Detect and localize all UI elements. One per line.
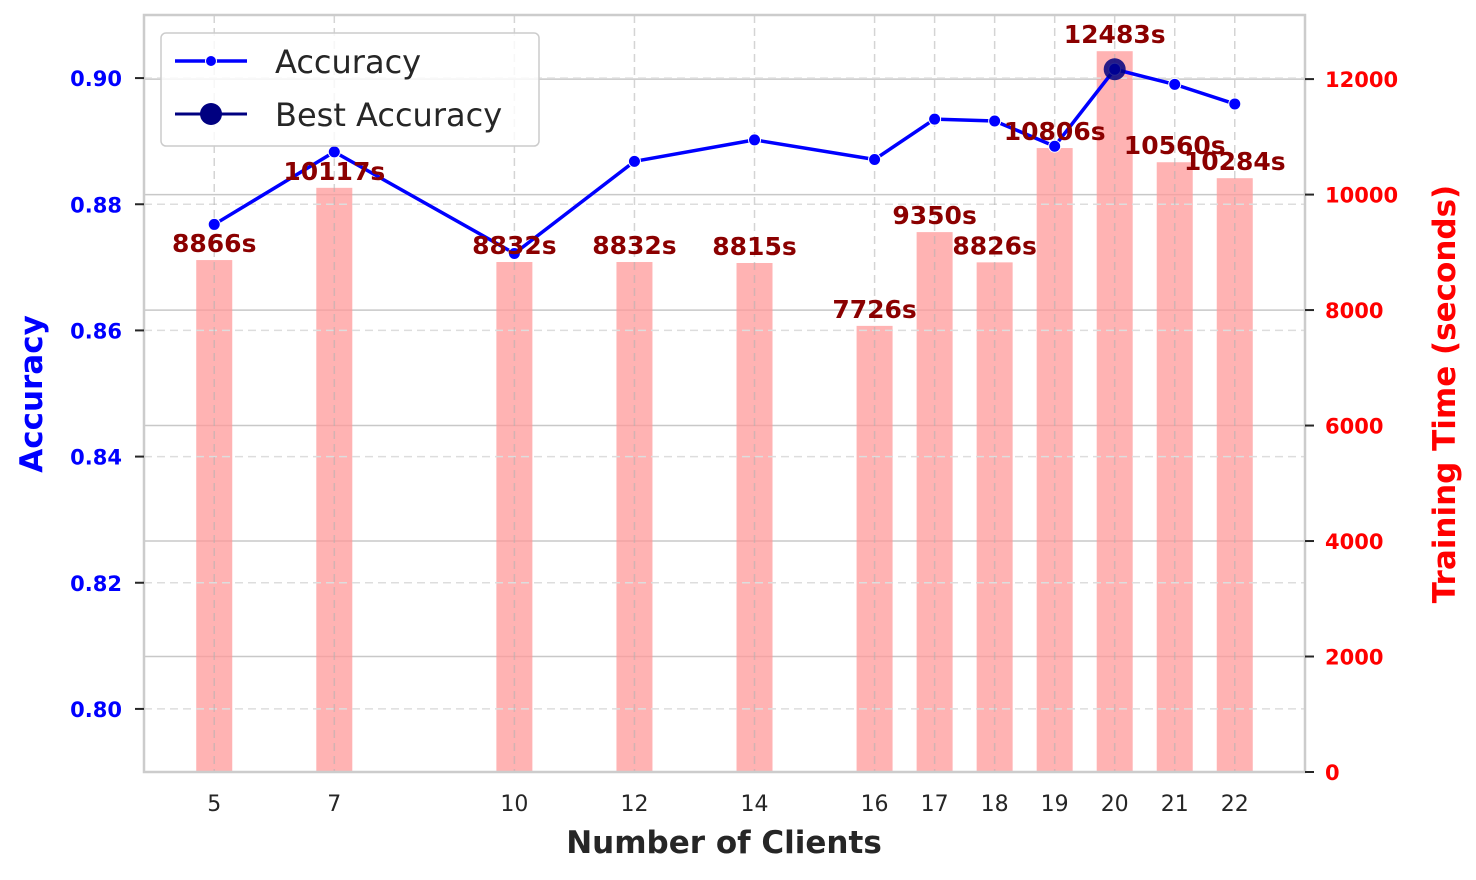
legend-entry-best-accuracy: Best Accuracy	[175, 96, 502, 134]
accuracy-point	[868, 152, 882, 166]
bar-value-label: 8866s	[172, 229, 256, 258]
training-time-labels: 8866s 10117s 8832s 8832s 8815s 7726s 9350s8826…	[172, 20, 1286, 324]
x-tick-label: 18	[981, 792, 1009, 817]
legend-box	[160, 32, 540, 147]
plot-frame	[142, 13, 1307, 774]
x-tick-label: 17	[921, 792, 949, 817]
right-tick-label: 0	[1325, 761, 1340, 785]
bar-value-label: 8826s	[952, 231, 1036, 260]
x-tick-label: 20	[1101, 792, 1129, 817]
legend: Accuracy Best Accuracy	[160, 32, 540, 147]
bar-value-label: 8832s	[592, 231, 676, 260]
accuracy-point	[928, 112, 942, 126]
accuracy-point	[1228, 97, 1242, 111]
legend-entry-accuracy: Accuracy	[175, 43, 421, 81]
right-y-axis-title: Training Time (seconds)	[1427, 185, 1463, 603]
bar-value-label: 12483s	[1064, 20, 1166, 49]
bar-value-label: 10284s	[1184, 147, 1286, 176]
x-axis: 5 7 10 12 14 16 17 18 19 20 21 22	[207, 792, 1249, 817]
right-tick-label: 12000	[1325, 68, 1398, 92]
legend-best-accuracy-marker-icon	[200, 103, 222, 125]
accuracy-point	[988, 114, 1002, 128]
x-tick-label: 22	[1221, 792, 1249, 817]
left-tick-label: 0.84	[70, 446, 122, 470]
x-tick-label: 14	[741, 792, 769, 817]
bar-client-7	[316, 187, 353, 773]
bar-value-label: 10117s	[283, 157, 385, 186]
bar-value-label: 8832s	[472, 231, 556, 260]
x-tick-label: 16	[861, 792, 889, 817]
legend-accuracy-label: Accuracy	[275, 43, 421, 81]
bar-value-label: 10560s	[1124, 131, 1226, 160]
right-tick-label: 2000	[1325, 646, 1383, 670]
x-tick-label: 21	[1161, 792, 1189, 817]
right-tick-label: 6000	[1325, 415, 1383, 439]
bar-value-label: 7726s	[832, 295, 916, 324]
accuracy-line	[207, 58, 1242, 260]
x-tick-label: 19	[1041, 792, 1069, 817]
x-tick-label: 7	[327, 792, 341, 817]
left-axis-gridlines	[144, 15, 1305, 772]
right-tick-label: 4000	[1325, 530, 1383, 554]
accuracy-point	[507, 246, 521, 260]
accuracy-point	[1048, 139, 1062, 153]
bar-value-label: 9350s	[892, 201, 976, 230]
legend-accuracy-marker-icon	[205, 55, 217, 67]
right-tick-label: 10000	[1325, 184, 1398, 208]
x-tick-label: 10	[500, 792, 528, 817]
left-tick-label: 0.88	[70, 193, 122, 217]
x-tick-label: 5	[207, 792, 221, 817]
accuracy-point	[748, 133, 762, 147]
left-tick-label: 0.90	[70, 67, 122, 91]
left-y-axis: 0.80 0.82 0.84 0.86 0.88 0.90	[70, 67, 144, 722]
bar-value-label: 8815s	[712, 232, 796, 261]
left-tick-label: 0.86	[70, 319, 122, 343]
right-y-axis: 0 2000 4000 6000 8000 10000 12000	[1305, 68, 1398, 785]
left-tick-label: 0.82	[70, 572, 122, 596]
x-axis-title: Number of Clients	[566, 825, 882, 861]
best-accuracy-marker	[1103, 58, 1126, 81]
left-tick-label: 0.80	[70, 698, 122, 722]
bar-value-label: 10806s	[1004, 117, 1106, 146]
accuracy-point	[1168, 77, 1182, 91]
accuracy-point	[207, 217, 221, 231]
accuracy-point	[627, 154, 641, 168]
legend-best-accuracy-label: Best Accuracy	[275, 96, 502, 134]
left-y-axis-title: Accuracy	[14, 315, 50, 473]
x-tick-label: 12	[620, 792, 648, 817]
right-tick-label: 8000	[1325, 299, 1383, 323]
